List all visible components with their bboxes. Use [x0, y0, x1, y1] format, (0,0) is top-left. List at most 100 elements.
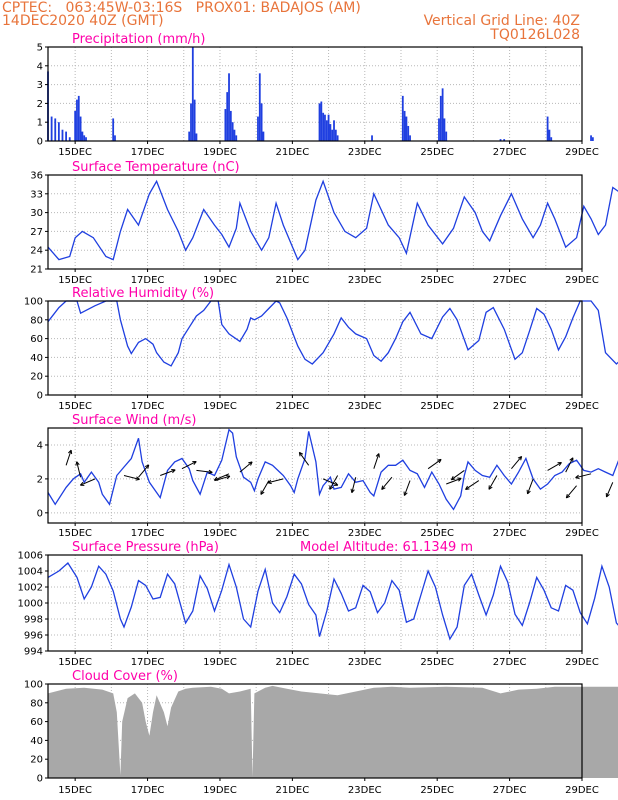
- wind-arrow-head: [135, 476, 140, 481]
- precip-bar: [50, 116, 53, 141]
- precip-bar: [81, 131, 84, 141]
- wind-arrow-head: [75, 461, 80, 466]
- precip-bar: [74, 110, 77, 141]
- panel-title: Surface Wind (m/s): [72, 413, 196, 428]
- header-station: CPTEC: 063:45W-03:16S PROX01: BADAJOS (A…: [2, 0, 361, 16]
- precip-bar: [331, 129, 334, 141]
- header-grid-note: Vertical Grid Line: 40Z: [423, 13, 580, 29]
- wind-arrow: [403, 480, 411, 496]
- y-tick-label: 0: [37, 137, 43, 148]
- cloud-area: [48, 685, 618, 778]
- precip-bar: [405, 116, 408, 141]
- wind-arrow-head: [569, 457, 574, 462]
- panel-frame: [47, 300, 583, 396]
- y-tick-label: 996: [24, 631, 43, 642]
- precip-bar: [403, 110, 406, 141]
- wind-arrow-head: [605, 492, 610, 498]
- wind-arrow-head: [450, 475, 456, 481]
- y-tick-label: 20: [30, 755, 43, 766]
- precip-bar: [224, 109, 227, 141]
- precip-bar: [191, 47, 194, 141]
- y-tick-label: 4: [37, 440, 43, 451]
- x-tick-label: 21DEC: [276, 528, 310, 539]
- wind-arrow: [575, 473, 592, 479]
- y-tick-label: 998: [24, 615, 43, 626]
- x-tick-label: 15DEC: [58, 657, 92, 668]
- wind-arrow-head: [437, 458, 442, 464]
- x-tick-label: 27DEC: [493, 147, 527, 158]
- precip-bar: [443, 118, 446, 141]
- precip-bar: [193, 99, 196, 141]
- x-tick-label: 17DEC: [131, 528, 165, 539]
- series-line: [47, 428, 618, 511]
- header-datetime: 14DEC2020 40Z (GMT): [2, 13, 164, 29]
- wind-arrow: [465, 480, 480, 490]
- x-tick-label: 29DEC: [565, 528, 599, 539]
- wind-arrow-head: [329, 485, 334, 490]
- y-tick-label: 40: [30, 353, 43, 364]
- wind-arrow-head: [350, 488, 355, 494]
- y-tick-label: 1002: [18, 583, 43, 594]
- series-line: [47, 179, 618, 261]
- precip-bar: [334, 129, 337, 141]
- precip-bar: [327, 114, 330, 141]
- wind-arrow-head: [260, 490, 265, 495]
- y-tick-label: 60: [30, 717, 43, 728]
- wind-arrow-head: [526, 489, 531, 495]
- y-tick-label: 100: [24, 297, 43, 308]
- wind-arrow: [351, 477, 357, 493]
- y-tick-label: 994: [24, 647, 43, 658]
- wind-arrow-head: [517, 455, 523, 461]
- wind-arrow-head: [375, 453, 380, 458]
- panel-frame: [47, 174, 583, 270]
- precip-bar: [322, 112, 325, 141]
- precip-bar: [499, 139, 502, 141]
- panel-title: Precipitation (mm/h): [72, 32, 205, 47]
- precip-bar: [226, 92, 229, 141]
- x-tick-label: 29DEC: [565, 147, 599, 158]
- wind-arrow: [381, 476, 393, 490]
- precip-bar: [401, 95, 404, 141]
- precip-bar: [329, 124, 332, 141]
- x-tick-label: 25DEC: [420, 147, 454, 158]
- wind-arrow-head: [488, 485, 493, 490]
- precip-bar: [83, 135, 86, 141]
- wind-arrow-head: [192, 461, 197, 466]
- x-tick-label: 21DEC: [276, 401, 310, 412]
- precip-bar: [257, 116, 259, 141]
- wind-arrow: [451, 470, 465, 481]
- precip-bar: [85, 137, 87, 141]
- x-tick-label: 25DEC: [420, 657, 454, 668]
- wind-arrow: [527, 478, 534, 495]
- y-tick-label: 0: [37, 391, 43, 402]
- y-tick-label: 36: [30, 171, 43, 182]
- x-tick-label: 23DEC: [348, 528, 382, 539]
- precip-bar: [112, 118, 115, 141]
- precip-bar: [591, 137, 594, 141]
- y-tick-label: 1: [37, 118, 43, 129]
- y-tick-label: 33: [30, 189, 43, 200]
- x-tick-label: 27DEC: [493, 275, 527, 286]
- wind-arrow: [606, 482, 614, 498]
- precip-bar: [235, 135, 238, 141]
- x-tick-label: 15DEC: [58, 275, 92, 286]
- y-tick-label: 21: [30, 265, 43, 276]
- y-tick-label: 2: [37, 99, 43, 110]
- x-tick-label: 21DEC: [276, 275, 310, 286]
- precip-bar: [76, 99, 78, 141]
- precip-bar: [228, 73, 230, 141]
- precip-bar: [438, 118, 440, 141]
- wind-arrow-head: [79, 481, 85, 486]
- wind-arrow: [565, 457, 574, 473]
- x-tick-label: 23DEC: [348, 785, 382, 796]
- x-tick-label: 19DEC: [203, 528, 237, 539]
- y-tick-label: 1004: [18, 567, 43, 578]
- precip-bar: [324, 114, 326, 141]
- precip-bar: [190, 103, 192, 141]
- wind-arrow: [267, 478, 284, 484]
- wind-arrow: [565, 485, 577, 499]
- x-tick-label: 21DEC: [276, 657, 310, 668]
- wind-arrow: [511, 456, 523, 470]
- x-tick-label: 17DEC: [131, 401, 165, 412]
- precip-bar: [61, 129, 64, 141]
